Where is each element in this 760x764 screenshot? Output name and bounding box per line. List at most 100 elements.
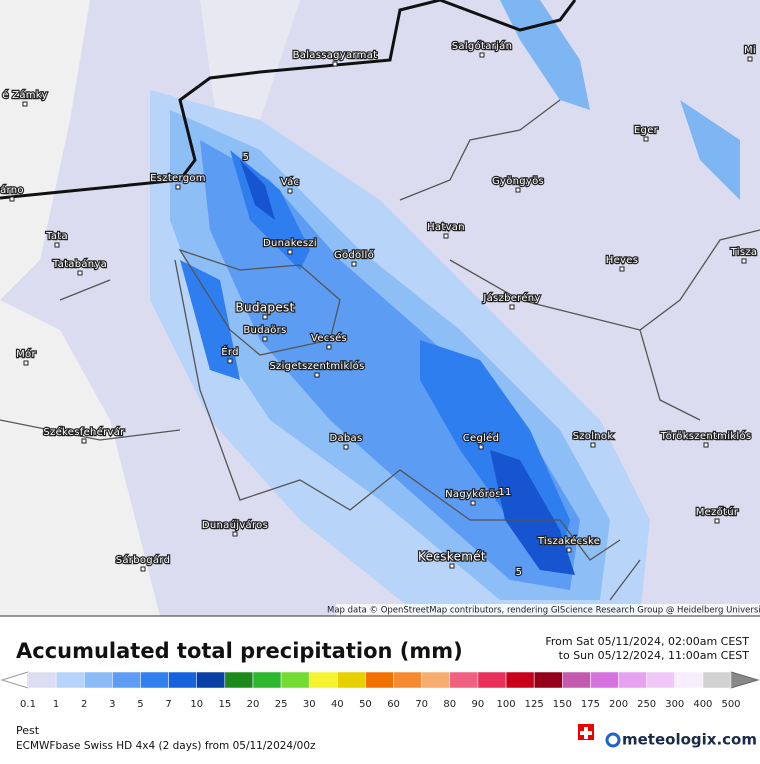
dry-area — [0, 0, 160, 616]
legend-tick: 300 — [665, 699, 684, 710]
legend-swatch — [280, 671, 310, 689]
legend-tick: 0.1 — [20, 699, 36, 710]
period-from: From Sat 05/11/2024, 02:00am CEST — [545, 635, 749, 648]
place-label: Budaörs — [243, 325, 286, 336]
place-label: Dabas — [329, 433, 362, 444]
place-label: Balassagyarmat — [293, 50, 378, 61]
place-label: Cegléd — [463, 432, 500, 444]
place-label: é Zámky — [2, 89, 48, 101]
legend-tick: 175 — [581, 699, 600, 710]
place-label: Szigetszentmiklós — [269, 360, 364, 372]
place-dot — [741, 258, 747, 264]
place-dot — [351, 261, 357, 267]
place-label: Jászberény — [482, 292, 540, 304]
legend-tick: 80 — [443, 699, 456, 710]
place-dot — [332, 61, 338, 67]
place-label: Vecsés — [311, 332, 347, 344]
logo: meteologix.com — [578, 724, 757, 749]
legend-tick: 400 — [693, 699, 712, 710]
place-dot — [262, 314, 268, 320]
legend-tick: 60 — [387, 699, 400, 710]
place-dot — [703, 442, 709, 448]
period-to: to Sun 05/12/2024, 11:00am CEST — [559, 649, 750, 662]
brand: meteologix.com — [622, 731, 757, 749]
legend-tick: 100 — [496, 699, 515, 710]
attribution: Map data © OpenStreetMap contributors, r… — [327, 606, 760, 616]
place-label: Hatvan — [427, 222, 465, 233]
logo-icon — [605, 732, 621, 748]
legend-tick: 10 — [190, 699, 203, 710]
contour-label: 11 — [498, 487, 511, 498]
legend-tick: 7 — [165, 699, 171, 710]
legend-tick: 70 — [415, 699, 428, 710]
place-dot — [314, 372, 320, 378]
place-dot — [343, 444, 349, 450]
place-dot — [509, 304, 515, 310]
place-dot — [566, 547, 572, 553]
place-dot — [326, 344, 332, 350]
place-label: Dunaújváros — [202, 519, 268, 531]
place-label: Esztergom — [150, 173, 206, 184]
legend-swatch — [252, 671, 282, 689]
place-label: Érd — [221, 345, 239, 358]
legend-tick: 3 — [109, 699, 115, 710]
place-label: Dunakeszi — [263, 238, 317, 249]
legend-swatch — [27, 671, 57, 689]
place-label: Tata — [45, 231, 68, 242]
legend-swatch — [196, 671, 226, 689]
contour-label: 5 — [516, 567, 523, 578]
place-label: Sárbogárd — [116, 554, 171, 566]
legend-tick: 30 — [303, 699, 316, 710]
legend-tick: 50 — [359, 699, 372, 710]
legend-tick: 1 — [53, 699, 59, 710]
legend-swatch — [505, 671, 535, 689]
legend-swatch — [365, 671, 394, 689]
place-label: Székesfehérvár — [43, 426, 125, 438]
place-dot — [140, 566, 146, 572]
legend-swatch — [449, 671, 479, 689]
place-dot — [227, 358, 233, 364]
place-label: Mór — [16, 348, 36, 360]
place-dot — [747, 56, 753, 62]
legend-swatch — [308, 671, 338, 689]
precip-area — [500, 0, 740, 200]
legend-arrow-right — [730, 671, 760, 689]
place-label: Tisza — [730, 247, 758, 258]
place-label: Tiszakécske — [537, 535, 600, 547]
legend-swatch — [55, 671, 85, 689]
place-dot — [262, 336, 268, 342]
place-label: Nagykőrös — [445, 488, 501, 500]
place-dot — [81, 438, 87, 444]
place-dot — [54, 242, 60, 248]
place-label: Budapest — [235, 301, 294, 315]
legend-swatch — [421, 671, 451, 689]
place-dot — [619, 266, 625, 272]
precip-core — [240, 160, 575, 575]
legend-tick: 250 — [637, 699, 656, 710]
legend-swatch — [83, 671, 113, 689]
place-dot — [287, 249, 293, 255]
legend-swatch — [562, 671, 591, 689]
legend-tick: 2 — [81, 699, 87, 710]
place-dot — [287, 188, 293, 194]
precip-core — [180, 150, 570, 560]
legend-tick: 200 — [609, 699, 628, 710]
map: Balassagyarmat Salgótarján Mi é Zámky Eger Es… — [0, 0, 760, 616]
legend-swatch — [590, 671, 619, 689]
place-label: Tatabánya — [52, 258, 107, 270]
place-label: Szolnok — [573, 431, 614, 442]
swiss-cross — [580, 727, 592, 739]
place-dot — [23, 360, 29, 366]
place-dot — [515, 187, 521, 193]
legend-swatch — [337, 671, 366, 689]
legend-swatch — [533, 671, 563, 689]
place-dot — [470, 500, 476, 506]
legend-swatch — [477, 671, 507, 689]
place-dot — [9, 196, 15, 202]
place-label: Mezőtúr — [696, 506, 739, 518]
legend-swatch — [140, 671, 169, 689]
legend-swatch — [393, 671, 422, 689]
legend-swatch — [168, 671, 197, 689]
legend-tick: 125 — [525, 699, 544, 710]
